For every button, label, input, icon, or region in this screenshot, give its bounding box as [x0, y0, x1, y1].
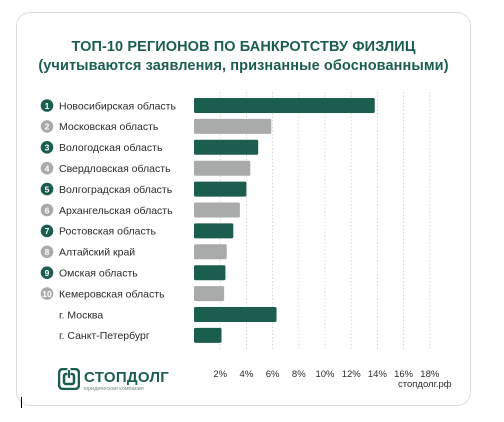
x-tick-label: 6%	[266, 369, 280, 380]
category-label: Омская область	[59, 268, 138, 280]
rank-number: 5	[45, 184, 50, 194]
bar	[194, 139, 259, 155]
x-tick-label: 4%	[240, 369, 254, 380]
rank-number: 9	[45, 268, 50, 278]
category-label: Свердловская область	[59, 163, 171, 175]
category-label: Ростовская область	[59, 226, 157, 238]
chart-card: ТОП-10 РЕГИОНОВ ПО БАНКРОТСТВУ ФИЗЛИЦ (у…	[16, 12, 471, 406]
rank-badge	[40, 203, 54, 217]
bar	[194, 265, 226, 281]
category-label: Вологодская область	[59, 142, 163, 154]
chart-title: ТОП-10 РЕГИОНОВ ПО БАНКРОТСТВУ ФИЗЛИЦ	[71, 39, 416, 55]
bar	[194, 327, 222, 343]
category-label: Кемеровская область	[59, 288, 165, 300]
bar	[194, 244, 227, 260]
rank-number: 10	[42, 289, 52, 299]
rank-number: 1	[45, 101, 50, 111]
bar	[194, 202, 240, 218]
rank-number: 2	[45, 122, 50, 132]
rank-badge	[40, 224, 54, 238]
site-link[interactable]: стопдолг.рф	[398, 379, 452, 390]
rank-badge	[40, 161, 54, 175]
brand-name: СТОПДОЛГ	[84, 369, 170, 386]
category-label: Волгоградская область	[59, 184, 173, 196]
rank-number: 8	[45, 247, 50, 257]
chart-subtitle: (учитываются заявления, признанные обосн…	[38, 58, 449, 74]
rank-badge	[40, 141, 54, 154]
rank-badge	[40, 99, 54, 112]
x-tick-label: 2%	[213, 369, 227, 380]
category-label: Алтайский край	[59, 247, 135, 259]
rank-number: 3	[45, 143, 50, 153]
bar	[194, 286, 225, 302]
rank-number: 4	[45, 164, 50, 174]
x-tick-label: 10%	[315, 369, 335, 380]
rank-badge	[40, 287, 54, 300]
rank-badge	[40, 266, 54, 280]
x-tick-label: 12%	[342, 369, 362, 380]
bar	[194, 181, 247, 197]
rank-badge	[40, 245, 54, 259]
rank-number: 7	[45, 226, 50, 236]
x-tick-label: 8%	[292, 369, 306, 380]
x-tick-label: 18%	[420, 369, 440, 380]
bar	[194, 98, 375, 113]
stopdolg-logo-icon	[58, 368, 80, 390]
bar	[194, 118, 272, 134]
category-label: г. Санкт-Петербург	[59, 330, 150, 342]
category-label: г. Москва	[59, 309, 103, 321]
brand-subtitle: юридическая компания	[84, 386, 144, 392]
bar	[194, 160, 251, 176]
x-tick-label: 14%	[368, 369, 388, 380]
x-tick-label: 16%	[394, 369, 414, 380]
rank-badge	[40, 120, 54, 133]
rank-number: 6	[45, 205, 50, 215]
category-label: Московская область	[59, 121, 159, 133]
text-cursor	[21, 397, 22, 408]
category-label: Новосибирская область	[59, 100, 176, 112]
rank-badge	[40, 182, 54, 196]
bar	[194, 223, 234, 239]
category-label: Архангельская область	[59, 205, 173, 217]
bar	[194, 307, 277, 322]
